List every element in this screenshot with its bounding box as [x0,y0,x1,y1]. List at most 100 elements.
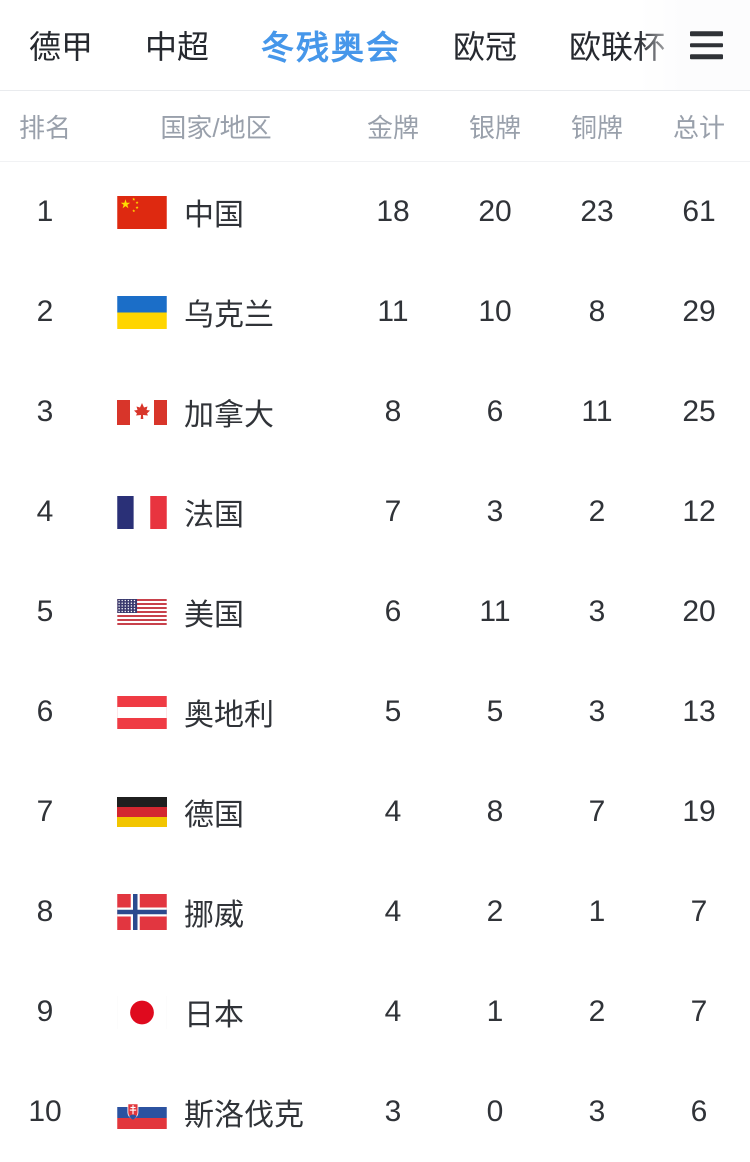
silver-count: 0 [486,1095,504,1128]
table-row: 10 斯洛伐克 3 0 3 6 [0,1062,750,1162]
bronze-count: 2 [588,495,606,528]
country-name: 日本 [184,999,244,1032]
silver-count: 6 [486,395,504,428]
tab-bundesliga[interactable]: 德甲 [29,29,94,65]
flag-austria-icon [117,695,167,729]
country-cell: 中国 [90,190,342,234]
gold-count: 4 [384,795,402,828]
bronze-count: 7 [588,795,606,828]
col-bronze: 铜牌 [570,112,623,143]
bronze-count: 3 [588,695,606,728]
col-silver: 银牌 [468,112,521,143]
tab-bar: 德甲 中超 冬残奥会 欧冠 欧联杯 [0,0,750,91]
country-name: 斯洛伐克 [184,1099,304,1132]
rank-value: 1 [36,195,54,228]
country-name: 奥地利 [184,699,274,732]
bronze-count: 3 [588,595,606,628]
country-name: 挪威 [184,899,244,932]
rank-value: 3 [36,395,54,428]
gold-count: 3 [384,1095,402,1128]
table-row: 6 奥地利 5 5 3 13 [0,662,750,762]
bronze-count: 3 [588,1095,606,1128]
silver-count: 5 [486,695,504,728]
bronze-count: 8 [588,295,606,328]
table-row: 8 挪威 4 2 1 7 [0,862,750,962]
gold-count: 7 [384,495,402,528]
country-cell: 加拿大 [90,390,342,434]
tab-ucl[interactable]: 欧冠 [453,29,518,65]
total-count: 12 [682,495,716,528]
silver-count: 2 [486,895,504,928]
silver-count: 10 [478,295,512,328]
country-name: 乌克兰 [184,299,274,332]
gold-count: 5 [384,695,402,728]
total-count: 29 [682,295,716,328]
total-count: 7 [690,895,708,928]
gold-count: 11 [377,295,409,328]
col-total: 总计 [672,112,725,143]
table-row: 2 乌克兰 11 10 8 29 [0,262,750,362]
table-row: 1 中国 18 20 23 61 [0,162,750,262]
flag-ukraine-icon [117,295,167,329]
tab-list: 德甲 中超 冬残奥会 欧冠 欧联杯 [0,21,717,69]
total-count: 61 [682,195,716,228]
silver-count: 11 [479,595,511,628]
col-rank: 排名 [18,112,71,143]
table-row: 4 法国 7 3 2 12 [0,462,750,562]
country-name: 中国 [184,199,244,232]
silver-count: 3 [486,495,504,528]
gold-count: 4 [384,895,402,928]
col-gold: 金牌 [366,112,419,143]
country-name: 法国 [184,499,244,532]
table-row: 7 德国 4 8 7 19 [0,762,750,862]
total-count: 6 [690,1095,708,1128]
bronze-count: 23 [580,195,614,228]
country-cell: 德国 [90,790,342,834]
table-header: 排名 国家/地区 金牌 银牌 铜牌 总计 [0,91,750,162]
rank-value: 5 [36,595,54,628]
flag-china-icon [117,195,167,229]
country-cell: 斯洛伐克 [90,1090,342,1134]
hamburger-menu-icon [690,42,723,48]
rank-value: 6 [36,695,54,728]
total-count: 20 [682,595,716,628]
flag-japan-icon [117,995,167,1029]
flag-usa-icon [117,599,167,625]
country-name: 加拿大 [184,399,274,432]
country-cell: 奥地利 [90,690,342,734]
bronze-count: 2 [588,995,606,1028]
bronze-count: 11 [581,395,613,428]
total-count: 13 [682,695,716,728]
rank-value: 10 [28,1095,62,1128]
rank-value: 8 [36,895,54,928]
medal-table: 1 中国 18 20 23 61 2 乌克兰 11 10 8 29 3 加拿大 8 6 11 25 4 法国 7 3 2 12… [0,162,750,1162]
rank-value: 2 [36,295,54,328]
total-count: 25 [682,395,716,428]
hamburger-menu-icon [690,31,723,36]
gold-count: 18 [376,195,410,228]
gold-count: 6 [384,595,402,628]
flag-germany-icon [117,797,167,827]
country-cell: 美国 [90,590,342,634]
tab-csl[interactable]: 中超 [145,29,210,65]
hamburger-menu-icon [690,54,723,59]
flag-norway-icon [117,894,167,930]
rank-value: 7 [36,795,54,828]
table-row: 3 加拿大 8 6 11 25 [0,362,750,462]
country-name: 美国 [184,599,244,632]
menu-button[interactable] [690,31,723,59]
country-cell: 乌克兰 [90,290,342,334]
gold-count: 4 [384,995,402,1028]
rank-value: 9 [36,995,54,1028]
country-name: 德国 [184,799,244,832]
country-cell: 挪威 [90,890,342,934]
tab-winter-paralympics[interactable]: 冬残奥会 [261,29,402,66]
total-count: 19 [682,795,716,828]
total-count: 7 [690,995,708,1028]
table-row: 9 日本 4 1 2 7 [0,962,750,1062]
silver-count: 1 [486,995,504,1028]
gold-count: 8 [384,395,402,428]
silver-count: 8 [486,795,504,828]
country-cell: 法国 [90,490,342,534]
